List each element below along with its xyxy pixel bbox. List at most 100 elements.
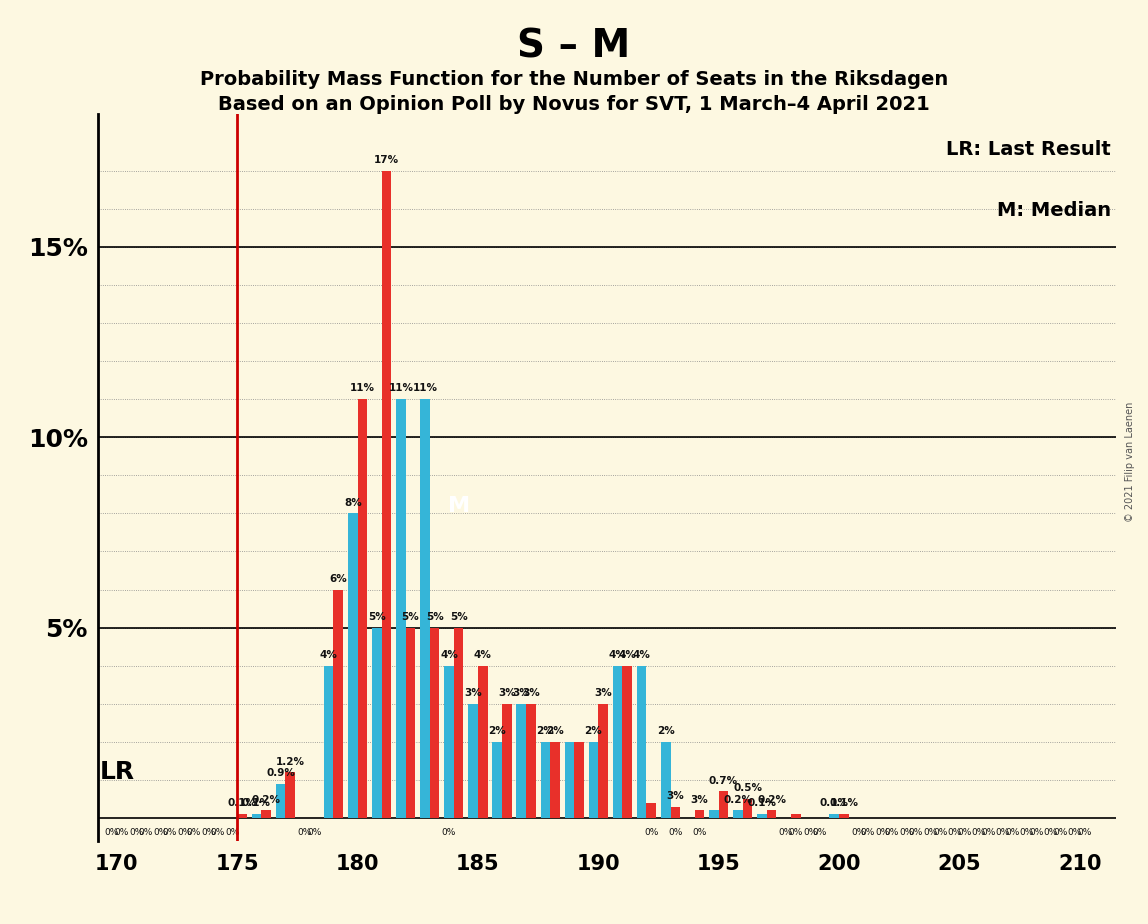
Text: 3%: 3% — [498, 688, 515, 698]
Bar — [550, 742, 560, 818]
Text: 0%: 0% — [1030, 828, 1044, 836]
Text: 0%: 0% — [947, 828, 962, 836]
Text: 5%: 5% — [369, 612, 386, 622]
Bar — [589, 742, 598, 818]
Text: 0%: 0% — [778, 828, 793, 836]
Text: 0.1%: 0.1% — [829, 798, 859, 808]
Text: 4%: 4% — [320, 650, 338, 660]
Bar — [453, 627, 464, 818]
Text: 0%: 0% — [692, 828, 706, 836]
Bar — [333, 590, 343, 818]
Bar — [396, 399, 405, 818]
Text: 4%: 4% — [619, 650, 636, 660]
Bar — [276, 784, 286, 818]
Text: 8%: 8% — [344, 498, 362, 507]
Bar — [767, 810, 776, 818]
Bar — [420, 399, 429, 818]
Text: 3%: 3% — [464, 688, 482, 698]
Text: 0%: 0% — [1019, 828, 1034, 836]
Bar — [492, 742, 502, 818]
Text: 0%: 0% — [933, 828, 947, 836]
Text: 3%: 3% — [667, 791, 684, 801]
Text: 0.7%: 0.7% — [709, 775, 738, 785]
Text: M: M — [448, 496, 470, 516]
Text: 4%: 4% — [474, 650, 491, 660]
Text: Based on an Opinion Poll by Novus for SVT, 1 March–4 April 2021: Based on an Opinion Poll by Novus for SV… — [218, 95, 930, 115]
Text: 0%: 0% — [789, 828, 802, 836]
Text: M: Median: M: Median — [996, 201, 1111, 220]
Bar — [286, 772, 295, 818]
Bar — [622, 665, 633, 818]
Text: 0%: 0% — [923, 828, 938, 836]
Text: 2%: 2% — [546, 726, 564, 736]
Text: 0%: 0% — [861, 828, 875, 836]
Text: 4%: 4% — [440, 650, 458, 660]
Bar — [719, 791, 728, 818]
Text: 0%: 0% — [875, 828, 890, 836]
Text: 0%: 0% — [1068, 828, 1083, 836]
Text: 3%: 3% — [595, 688, 612, 698]
Text: 0%: 0% — [1044, 828, 1058, 836]
Bar — [478, 665, 488, 818]
Text: 2%: 2% — [584, 726, 603, 736]
Bar — [381, 171, 391, 818]
Text: 0%: 0% — [307, 828, 321, 836]
Text: 0%: 0% — [115, 828, 129, 836]
Text: Probability Mass Function for the Number of Seats in the Riksdagen: Probability Mass Function for the Number… — [200, 70, 948, 90]
Bar — [565, 742, 574, 818]
Bar — [262, 810, 271, 818]
Bar — [541, 742, 550, 818]
Text: 0.2%: 0.2% — [758, 795, 786, 805]
Text: 1.2%: 1.2% — [276, 757, 304, 767]
Text: 0%: 0% — [885, 828, 899, 836]
Text: S – M: S – M — [518, 28, 630, 66]
Bar — [734, 810, 743, 818]
Text: 0%: 0% — [201, 828, 216, 836]
Bar — [405, 627, 416, 818]
Text: 11%: 11% — [388, 383, 413, 394]
Bar — [670, 807, 680, 818]
Text: 0%: 0% — [644, 828, 659, 836]
Bar — [502, 704, 512, 818]
Bar — [372, 627, 381, 818]
Text: 0%: 0% — [982, 828, 995, 836]
Text: 0%: 0% — [813, 828, 827, 836]
Text: 0%: 0% — [153, 828, 168, 836]
Bar — [791, 814, 800, 818]
Bar — [357, 399, 367, 818]
Text: 0%: 0% — [177, 828, 192, 836]
Bar — [743, 799, 752, 818]
Text: 5%: 5% — [450, 612, 467, 622]
Text: 11%: 11% — [412, 383, 437, 394]
Text: © 2021 Filip van Laenen: © 2021 Filip van Laenen — [1125, 402, 1134, 522]
Text: 0.2%: 0.2% — [251, 795, 280, 805]
Bar — [324, 665, 333, 818]
Text: 0%: 0% — [1006, 828, 1019, 836]
Text: LR: LR — [100, 760, 135, 784]
Text: 0%: 0% — [139, 828, 153, 836]
Text: 0.1%: 0.1% — [242, 798, 271, 808]
Text: 0%: 0% — [971, 828, 986, 836]
Text: 0.5%: 0.5% — [734, 784, 762, 793]
Text: 0%: 0% — [442, 828, 456, 836]
Text: 5%: 5% — [426, 612, 443, 622]
Text: 2%: 2% — [488, 726, 506, 736]
Bar — [251, 814, 262, 818]
Text: 3%: 3% — [691, 795, 708, 805]
Text: 0%: 0% — [995, 828, 1010, 836]
Bar — [526, 704, 536, 818]
Text: 0%: 0% — [129, 828, 144, 836]
Bar — [444, 665, 453, 818]
Bar — [574, 742, 584, 818]
Text: 2%: 2% — [657, 726, 675, 736]
Text: 0%: 0% — [899, 828, 914, 836]
Bar — [429, 627, 440, 818]
Text: 4%: 4% — [633, 650, 651, 660]
Bar — [695, 810, 704, 818]
Text: 11%: 11% — [350, 383, 375, 394]
Bar — [646, 803, 656, 818]
Text: 4%: 4% — [608, 650, 627, 660]
Bar — [598, 704, 608, 818]
Bar — [839, 814, 848, 818]
Text: 2%: 2% — [536, 726, 554, 736]
